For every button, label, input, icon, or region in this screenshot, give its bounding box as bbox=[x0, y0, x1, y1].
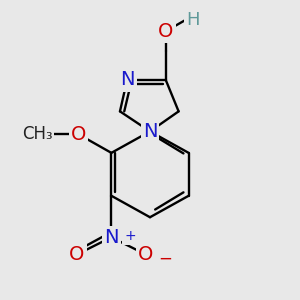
Text: CH₃: CH₃ bbox=[22, 125, 52, 143]
Text: O: O bbox=[158, 22, 173, 41]
Text: O: O bbox=[69, 245, 85, 264]
Text: +: + bbox=[124, 229, 136, 243]
Text: N: N bbox=[104, 228, 118, 247]
Text: O: O bbox=[71, 125, 86, 144]
Text: −: − bbox=[159, 250, 172, 268]
Text: H: H bbox=[186, 11, 199, 29]
Text: N: N bbox=[143, 122, 157, 141]
Text: O: O bbox=[138, 245, 153, 264]
Text: N: N bbox=[120, 70, 134, 89]
